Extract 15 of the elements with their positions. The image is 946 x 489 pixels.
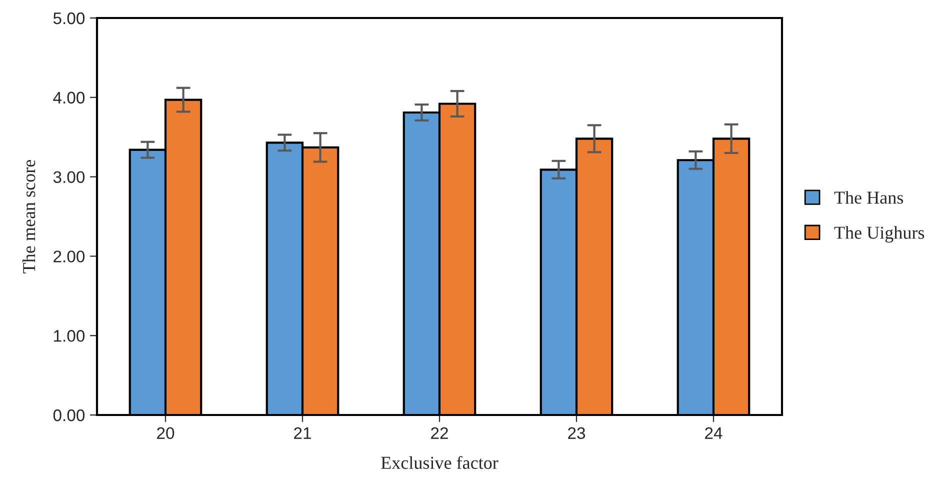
x-tick-label: 24 (705, 427, 722, 439)
x-tick-label: 22 (431, 427, 448, 439)
x-axis-title: Exclusive factor (381, 456, 498, 469)
y-tick-label: 4.00 (53, 92, 85, 104)
x-tick-label: 23 (568, 427, 586, 440)
y-tick-label: 1.00 (54, 330, 85, 342)
y-axis-title: The mean score (22, 160, 36, 274)
y-tick-label: 5.00 (53, 12, 85, 24)
x-tick-label: 21 (294, 427, 311, 439)
y-tick-label: 2.00 (54, 250, 85, 262)
y-tick-label: 0.00 (53, 409, 85, 422)
legend-label: The Hans (834, 191, 904, 204)
legend-label: The Uighurs (834, 226, 924, 243)
y-tick-label: 3.00 (53, 171, 85, 184)
x-tick-label: 20 (157, 427, 174, 440)
